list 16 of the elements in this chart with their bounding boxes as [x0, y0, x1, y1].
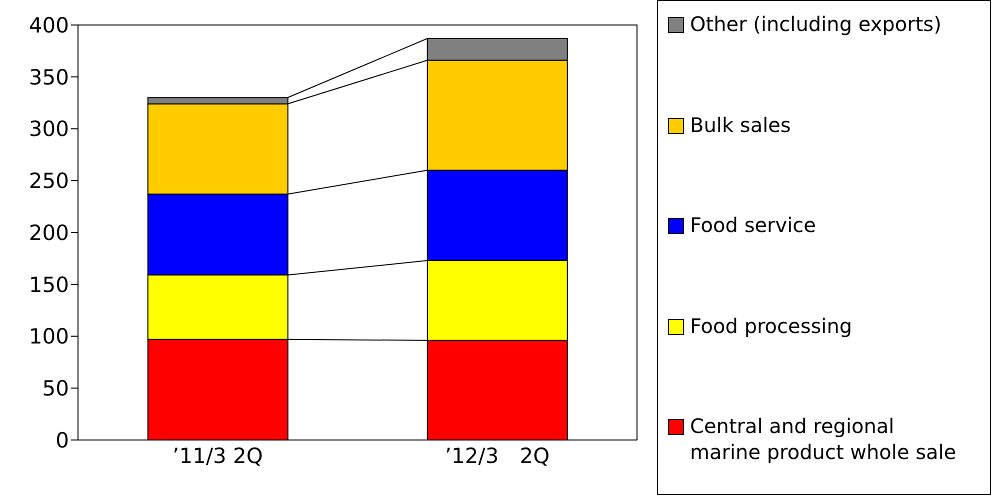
legend-label: Bulk sales [690, 112, 792, 138]
legend-label: Food service [690, 212, 817, 238]
y-tick-label: 350 [28, 65, 69, 90]
y-tick-label: 150 [28, 272, 69, 297]
y-tick-label: 300 [28, 117, 69, 142]
x-tick-label: ’12/3 2Q [444, 444, 550, 468]
legend-label: Food processing [690, 312, 854, 338]
y-tick-label: 100 [28, 324, 69, 349]
y-tick-label: 50 [42, 376, 69, 401]
y-tick-label: 0 [56, 428, 69, 452]
y-tick-label: 200 [28, 220, 69, 245]
y-tick-label: 250 [28, 169, 69, 194]
legend-label: Central and regional marine product whole sale [690, 413, 958, 465]
y-tick-label: 400 [28, 13, 69, 38]
legend-label: Other (including exports) [690, 11, 942, 37]
x-tick-label: ’11/3 2Q [172, 444, 263, 468]
